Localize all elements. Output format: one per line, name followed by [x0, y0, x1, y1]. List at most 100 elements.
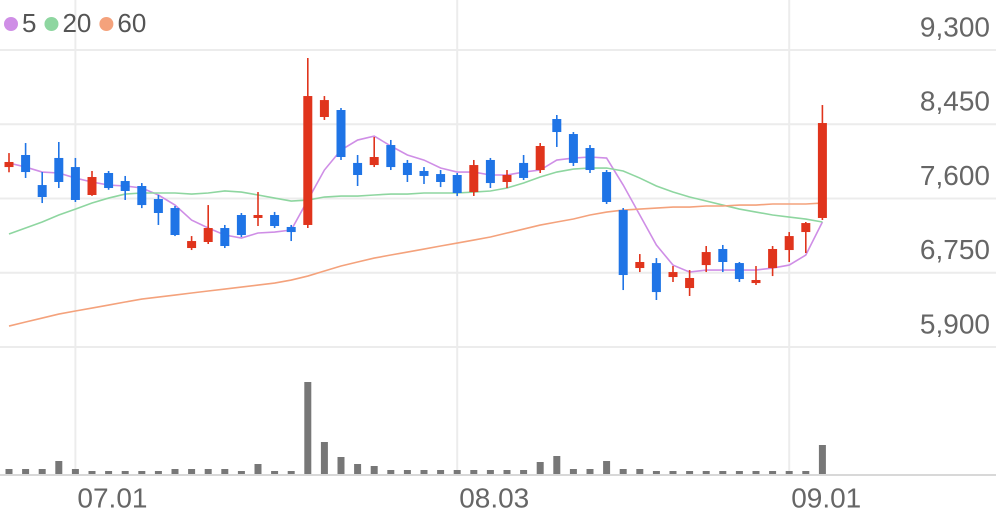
- candle-body: [751, 280, 761, 284]
- volume-bar: [818, 445, 826, 474]
- volume-bar: [5, 469, 13, 474]
- volume-bar: [503, 470, 511, 474]
- candle-body: [718, 248, 728, 263]
- volume-bar: [669, 471, 677, 474]
- candle-body: [552, 119, 562, 133]
- candle-body: [784, 236, 794, 251]
- candle-body: [485, 159, 495, 184]
- volume-bar: [105, 471, 113, 474]
- y-tick-label: 5,900: [920, 308, 990, 339]
- volume-bar: [138, 471, 146, 474]
- volume-bar: [88, 471, 96, 474]
- volume-bar: [686, 471, 694, 474]
- candle-body: [37, 185, 47, 198]
- volume-bar: [802, 471, 810, 474]
- volume-bar: [619, 469, 627, 474]
- candle-body: [668, 272, 678, 278]
- volume-bar: [237, 471, 245, 474]
- volume-bar: [420, 470, 428, 474]
- volume-bar: [204, 469, 212, 474]
- volume-bar: [569, 469, 577, 474]
- volume-bar: [586, 469, 594, 474]
- volume-bar: [320, 442, 328, 474]
- candle-body: [585, 148, 595, 171]
- candle-body: [336, 110, 346, 158]
- volume-bar: [71, 469, 79, 474]
- volume-bar: [121, 471, 129, 474]
- candle-body: [386, 145, 396, 168]
- candle-body: [685, 277, 695, 289]
- volume-bar: [769, 471, 777, 474]
- volume-bar: [287, 471, 295, 474]
- volume-bar: [154, 471, 162, 474]
- candle-body: [70, 167, 80, 200]
- candle-body: [801, 223, 811, 233]
- candle-body: [120, 181, 130, 191]
- candle-body: [701, 252, 711, 266]
- legend-label: 20: [62, 8, 91, 38]
- legend-marker: [99, 17, 114, 31]
- candle-body: [452, 175, 462, 193]
- candle-body: [568, 134, 578, 163]
- candle-body: [369, 157, 379, 166]
- volume-bar: [636, 469, 644, 474]
- candle-body: [319, 100, 329, 117]
- candle-body: [768, 248, 778, 269]
- candle-body: [270, 215, 280, 227]
- candle-body: [502, 175, 512, 182]
- candle-body: [4, 161, 14, 168]
- volume-bar: [387, 470, 395, 474]
- ma-line: [8, 135, 824, 273]
- candle-body: [419, 170, 429, 176]
- candle-body: [519, 162, 529, 178]
- candle-body: [734, 263, 744, 280]
- candle-body: [402, 162, 412, 176]
- candle-body: [618, 210, 628, 276]
- y-tick-label: 7,600: [920, 160, 990, 191]
- volume-bar: [188, 469, 196, 474]
- legend-label: 5: [22, 8, 36, 38]
- candle-body: [236, 215, 246, 236]
- volume-bar: [337, 457, 345, 474]
- volume-bar: [254, 464, 262, 474]
- volume-bar: [22, 469, 30, 474]
- volume-bar: [470, 470, 478, 474]
- volume-bar: [553, 456, 561, 474]
- volume-bar: [785, 471, 793, 474]
- volume-bar: [221, 469, 229, 474]
- candle-body: [303, 96, 313, 225]
- candle-body: [353, 162, 363, 176]
- ma-line: [8, 202, 823, 327]
- volume-bar: [603, 461, 611, 474]
- candle-body: [187, 241, 197, 249]
- candle-body: [87, 177, 97, 196]
- candle-body: [469, 165, 479, 193]
- candle-body: [286, 226, 296, 233]
- candle-body: [21, 154, 31, 173]
- volume-bar: [520, 470, 528, 474]
- volume-bar: [171, 469, 179, 474]
- legend-marker: [4, 17, 18, 31]
- candle-body: [170, 208, 180, 236]
- y-tick-label: 6,750: [920, 234, 990, 265]
- candle-body: [220, 228, 230, 247]
- volume-bar: [752, 471, 760, 474]
- volume-bar: [437, 470, 445, 474]
- candle-body: [635, 262, 645, 269]
- volume-bar: [719, 471, 727, 474]
- candle-body: [153, 199, 163, 214]
- candle-body: [602, 172, 612, 202]
- volume-bar: [354, 464, 362, 474]
- volume-bar: [453, 470, 461, 474]
- volume-bar: [55, 461, 63, 474]
- volume-bar: [652, 471, 660, 474]
- candle-body: [817, 123, 827, 218]
- x-tick-label: 09.01: [791, 482, 861, 513]
- x-tick-label: 07.01: [77, 482, 147, 513]
- candle-body: [54, 157, 64, 182]
- volume-bar: [536, 462, 544, 474]
- ma-line: [8, 167, 823, 235]
- candle-body: [535, 146, 545, 171]
- volume-bar: [271, 471, 279, 474]
